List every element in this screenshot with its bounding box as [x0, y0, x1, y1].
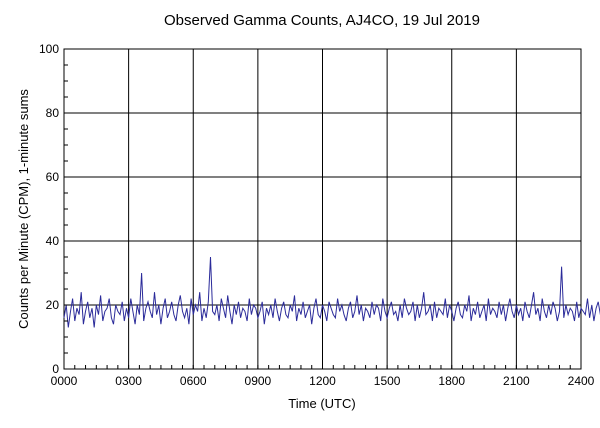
x-axis-tick-labels: 0000 0300 0600 0900 1200 1500 1800 2100 2400 [51, 374, 595, 388]
y-tick-label: 80 [46, 106, 60, 120]
y-axis-tick-labels: 0 20 40 60 80 100 [39, 42, 59, 376]
series-layer [63, 256, 600, 328]
x-tick-label: 1800 [438, 374, 465, 388]
x-tick-label: 1500 [374, 374, 401, 388]
y-tick-label: 0 [52, 362, 59, 376]
x-tick-label: 0600 [180, 374, 207, 388]
x-tick-label: 2100 [503, 374, 530, 388]
x-tick-label: 0000 [51, 374, 78, 388]
y-tick-label: 60 [46, 170, 60, 184]
minor-ticks [63, 48, 582, 370]
x-axis-label: Time (UTC) [288, 396, 355, 411]
chart-title: Observed Gamma Counts, AJ4CO, 19 Jul 201… [164, 12, 480, 29]
series-line-1 [63, 256, 600, 328]
y-tick-label: 20 [46, 298, 60, 312]
y-tick-label: 100 [39, 42, 59, 56]
x-tick-label: 0900 [245, 374, 272, 388]
y-tick-label: 40 [46, 234, 60, 248]
y-axis-label: Counts per Minute (CPM), 1-minute sums [16, 89, 31, 329]
x-tick-label: 1200 [309, 374, 336, 388]
x-tick-label: 2400 [568, 374, 595, 388]
x-tick-label: 0300 [115, 374, 142, 388]
